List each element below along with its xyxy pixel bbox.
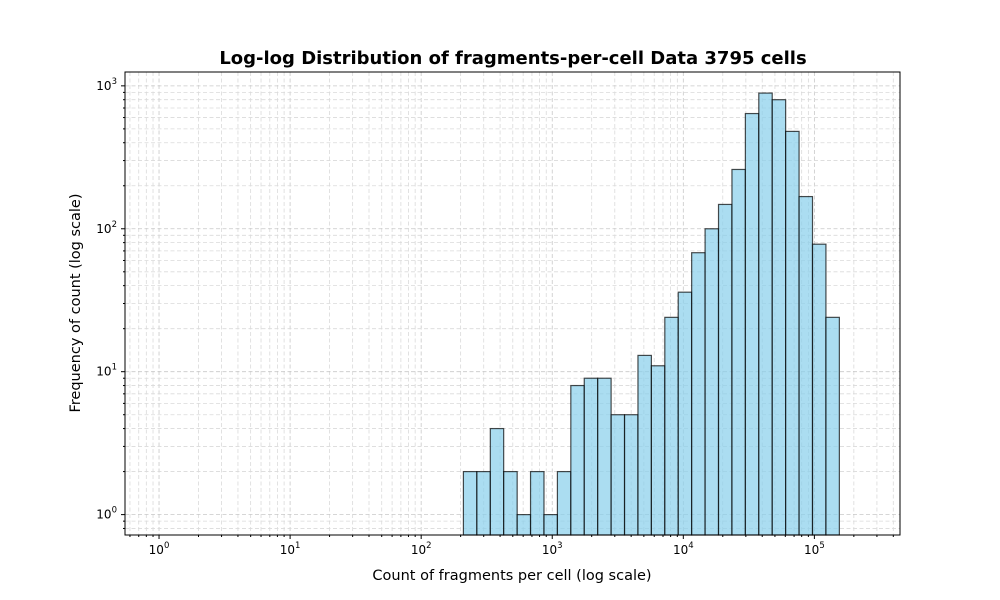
x-tick-label: 102 xyxy=(411,541,432,557)
x-tick-label: 101 xyxy=(280,541,301,557)
histogram-bars xyxy=(462,92,840,536)
y-axis-label: Frequency of count (log scale) xyxy=(68,193,84,412)
histogram-bar xyxy=(543,514,559,536)
histogram-bar xyxy=(489,427,505,536)
histogram-bar xyxy=(597,377,612,536)
x-tick-label: 105 xyxy=(804,541,825,557)
chart-title: Log-log Distribution of fragments-per-ce… xyxy=(219,48,806,69)
histogram-bar xyxy=(623,414,639,536)
histogram-bar xyxy=(516,514,532,536)
histogram-bar xyxy=(785,130,800,536)
histogram-bar xyxy=(583,377,599,536)
x-tick-label: 104 xyxy=(673,541,694,557)
histogram-bar xyxy=(476,470,491,536)
x-tick-label: 100 xyxy=(149,541,170,557)
histogram-bar xyxy=(731,168,746,536)
histogram-bar xyxy=(462,470,478,536)
histogram-bar xyxy=(825,316,840,536)
histogram-bar xyxy=(503,470,518,536)
histogram-bar xyxy=(529,470,545,536)
histogram-bar xyxy=(664,316,679,536)
x-axis-ticks: 100 101 102 103 104 105 xyxy=(129,535,894,557)
y-tick-label: 103 xyxy=(96,77,117,93)
histogram-bar xyxy=(771,99,787,536)
histogram-bar xyxy=(717,203,733,536)
histogram-bar xyxy=(650,365,666,536)
histogram-bar xyxy=(691,252,706,536)
histogram-bar xyxy=(570,384,585,536)
histogram-bar xyxy=(704,228,720,536)
y-tick-label: 102 xyxy=(96,220,117,236)
y-axis-ticks: 100 101 102 103 xyxy=(96,77,125,529)
histogram-bar xyxy=(637,354,652,536)
y-tick-label: 101 xyxy=(96,363,117,379)
histogram-bar xyxy=(811,243,827,536)
histogram-bar xyxy=(677,291,693,536)
histogram-bar xyxy=(610,414,626,536)
histogram-bar xyxy=(556,470,572,536)
histogram-bar xyxy=(744,112,760,536)
y-tick-label: 100 xyxy=(96,506,117,522)
x-axis-label: Count of fragments per cell (log scale) xyxy=(372,568,651,584)
histogram-bar xyxy=(758,92,773,536)
x-tick-label: 103 xyxy=(542,541,563,557)
histogram-bar xyxy=(798,195,814,536)
